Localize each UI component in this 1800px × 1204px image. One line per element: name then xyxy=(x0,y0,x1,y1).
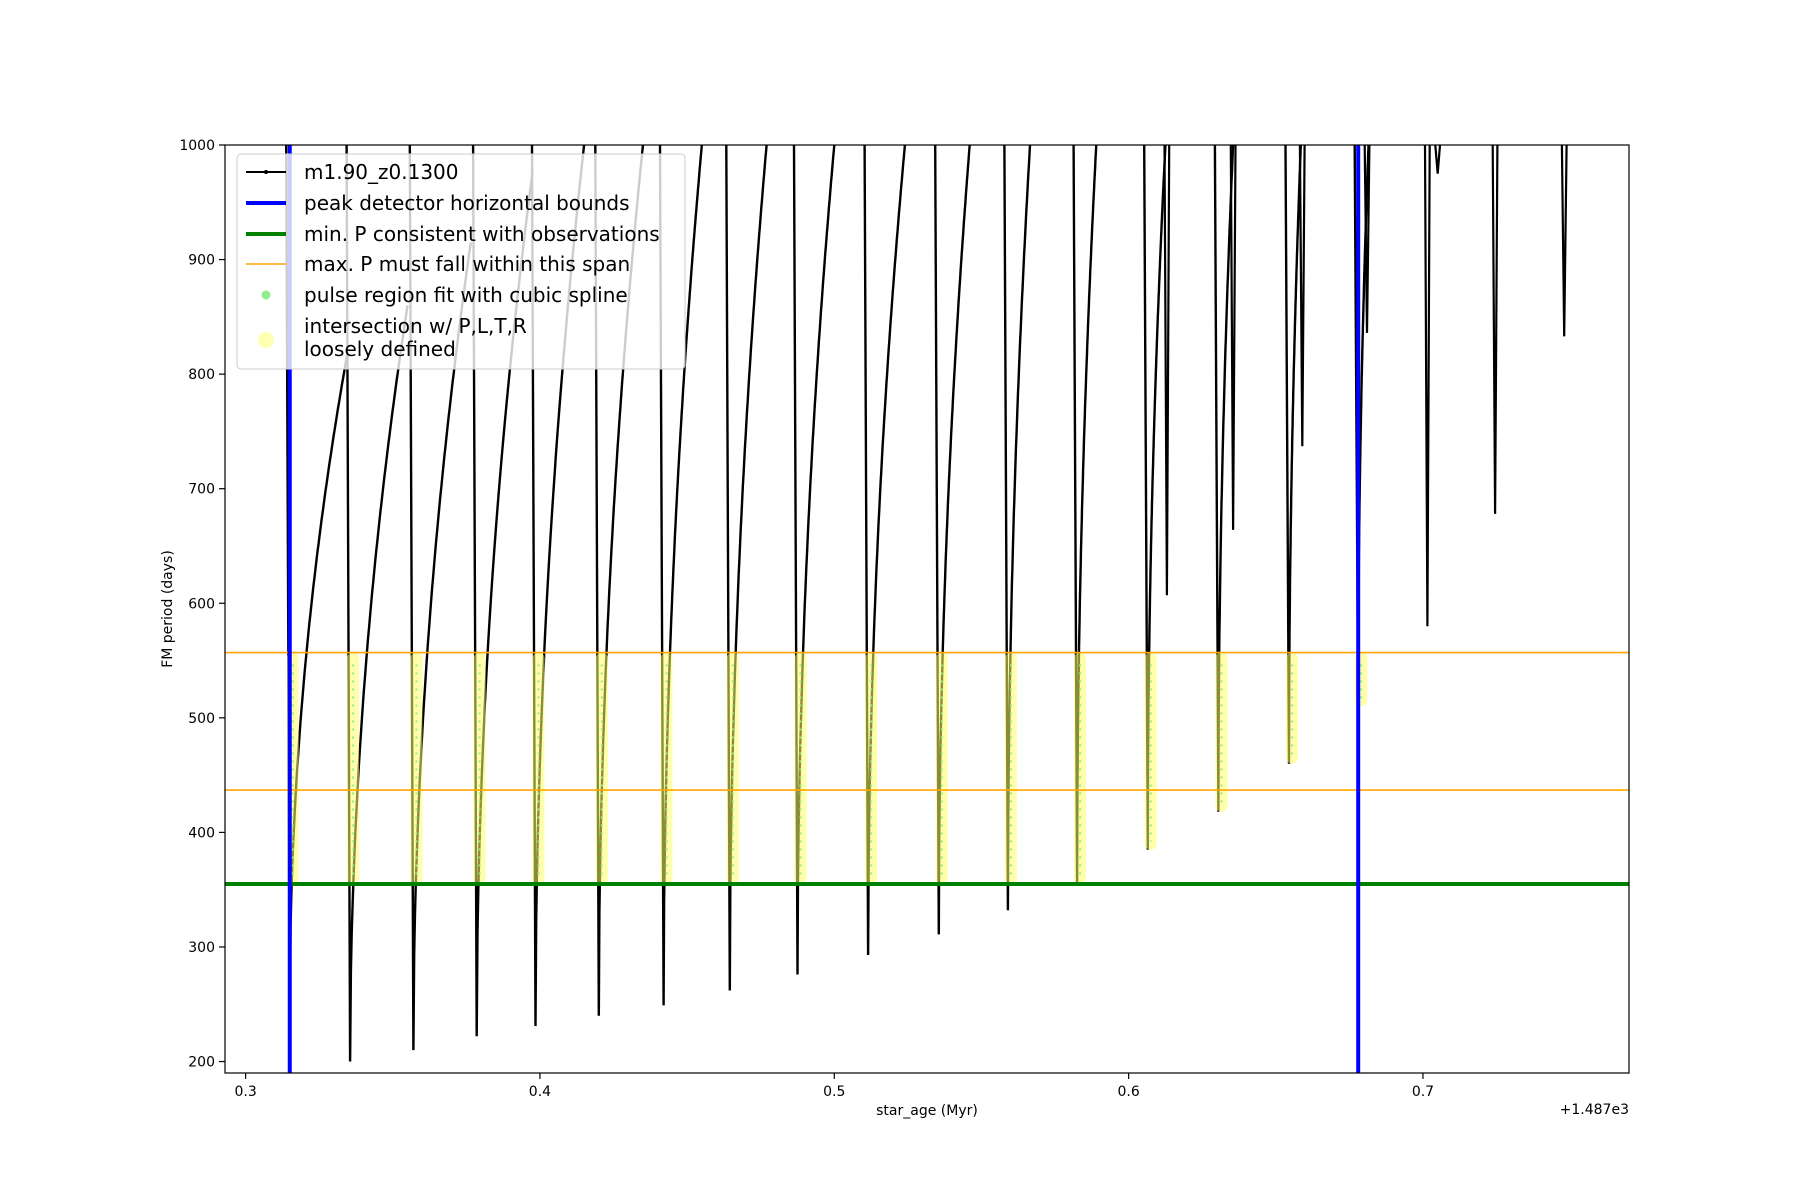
intersection-band-9 xyxy=(865,652,878,884)
y-tick-label-7: 900 xyxy=(188,253,215,269)
intersection-band-1 xyxy=(347,652,360,884)
legend-label-1: peak detector horizontal bounds xyxy=(304,191,630,215)
spike-curve-3 xyxy=(1363,145,1371,333)
spike-curve-1 xyxy=(1229,145,1237,530)
legend-handle-4 xyxy=(261,290,271,300)
spike-curve-2 xyxy=(1298,145,1306,447)
x-tick-label-1: 0.4 xyxy=(529,1084,551,1100)
legend-handle-marker-0 xyxy=(264,170,268,174)
y-tick-label-5: 700 xyxy=(188,482,215,498)
intersection-band-12 xyxy=(1074,652,1087,884)
x-axis-ticks: 0.3 0.4 0.5 0.6 0.7 xyxy=(234,1073,1434,1100)
y-tick-label-2: 400 xyxy=(188,825,215,841)
pulse-curve-8 xyxy=(792,145,836,975)
x-tick-label-3: 0.6 xyxy=(1117,1084,1139,1100)
pulse-curve-11 xyxy=(1003,145,1032,911)
spike-curve-5 xyxy=(1434,145,1442,174)
intersection-band-13 xyxy=(1144,652,1157,850)
legend-label-3: max. P must fall within this span xyxy=(304,252,630,276)
pulse-curve-12 xyxy=(1072,145,1098,885)
y-tick-label-4: 600 xyxy=(188,596,215,612)
x-tick-label-0: 0.3 xyxy=(234,1084,256,1100)
y-tick-label-0: 200 xyxy=(188,1055,215,1071)
intersection-band-11 xyxy=(1004,652,1017,884)
intersection-band-15 xyxy=(1286,652,1299,764)
x-axis-label: star_age (Myr) xyxy=(876,1103,978,1119)
x-axis-offset-label: +1.487e3 xyxy=(1560,1102,1629,1118)
intersection-highlights xyxy=(286,652,1368,884)
y-axis-label: FM period (days) xyxy=(160,550,176,668)
y-axis-ticks: 200 300 400 500 600 700 800 900 1000 xyxy=(179,138,225,1071)
pulse-curve-9 xyxy=(863,145,907,956)
intersection-band-2 xyxy=(410,652,423,884)
y-tick-label-8: 1000 xyxy=(179,138,215,154)
intersection-band-7 xyxy=(726,652,739,884)
x-tick-label-4: 0.7 xyxy=(1412,1084,1434,1100)
y-tick-label-6: 800 xyxy=(188,367,215,383)
pulse-curve-15 xyxy=(1284,145,1302,764)
legend-label-2: min. P consistent with observations xyxy=(304,222,660,246)
y-tick-label-3: 500 xyxy=(188,711,215,727)
spike-curve-4 xyxy=(1423,145,1431,627)
intersection-band-10 xyxy=(935,652,948,884)
legend-label-0: m1.90_z0.1300 xyxy=(304,160,459,184)
spike-curve-7 xyxy=(1560,145,1568,337)
legend-label-4: pulse region fit with cubic spline xyxy=(304,283,628,307)
y-tick-label-1: 300 xyxy=(188,940,215,956)
intersection-band-8 xyxy=(794,652,807,884)
legend-box xyxy=(236,153,686,370)
pulse-curve-10 xyxy=(934,145,971,935)
spike-curve-0 xyxy=(1163,145,1171,596)
intersection-band-3 xyxy=(473,652,486,884)
intersection-band-6 xyxy=(660,652,673,884)
intersection-band-5 xyxy=(595,652,608,884)
intersection-band-14 xyxy=(1215,652,1228,812)
pulse-curve-13 xyxy=(1143,145,1167,850)
legend-label-5: intersection w/ P,L,T,R xyxy=(304,314,527,338)
legend-handle-5 xyxy=(258,332,274,348)
plot-frame xyxy=(224,144,1630,1074)
x-tick-label-2: 0.5 xyxy=(823,1084,845,1100)
spike-curve-6 xyxy=(1491,145,1499,514)
intersection-band-4 xyxy=(532,652,545,884)
plot-area xyxy=(225,145,1629,1073)
legend-label-5-line2: loosely defined xyxy=(304,337,456,361)
